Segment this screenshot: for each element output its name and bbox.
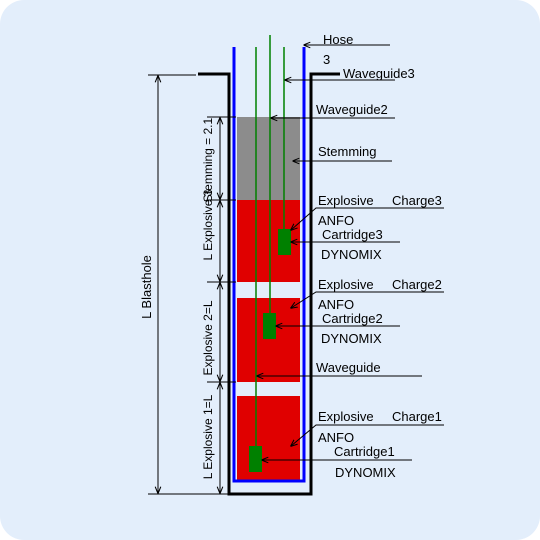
- cartridge3: [278, 229, 291, 255]
- borehole-wall: [198, 72, 340, 496]
- section-dimensions: [207, 116, 236, 495]
- hose: [232, 47, 306, 483]
- charge2-label: Charge2: [392, 277, 442, 292]
- explosive1-length-label: L Explosive 1=L: [201, 394, 215, 479]
- dynomix1-label: DYNOMIX: [335, 465, 396, 480]
- hose-number-label: 3: [323, 52, 330, 67]
- stemming-label: Stemming: [318, 144, 377, 159]
- waveguide3-label: Waveguide3: [343, 66, 415, 81]
- explosive-label-3: Explosive: [318, 193, 374, 208]
- anfo3-label: ANFO: [318, 213, 354, 228]
- waveguide2-label: Waveguide2: [316, 102, 388, 117]
- anfo2-label: ANFO: [318, 297, 354, 312]
- dynomix3-label: DYNOMIX: [321, 247, 382, 262]
- explosive2-length-label: Explosive 2=L: [201, 300, 215, 375]
- charge3-label: Charge3: [392, 193, 442, 208]
- stemming-length-label: Stemming = 2.1: [201, 117, 215, 202]
- explosive-label-1: Explosive: [318, 409, 374, 424]
- cartridge1-label: Cartridge1: [334, 444, 395, 459]
- anfo1-label: ANFO: [318, 430, 354, 445]
- cartridge1: [249, 446, 262, 472]
- cartridge2: [263, 313, 276, 339]
- stemming-section: [237, 117, 300, 200]
- hose-label: Hose: [323, 32, 353, 47]
- cartridge3-label: Cartridge3: [322, 227, 383, 242]
- explosive-charge2-section: [237, 298, 300, 382]
- dynomix2-label: DYNOMIX: [321, 331, 382, 346]
- leader-lines: [257, 45, 444, 460]
- explosive3-length-label: L Explosive 3: [201, 189, 215, 260]
- charge1-label: Charge1: [392, 409, 442, 424]
- explosive-charge1-section: [237, 396, 300, 480]
- explosive-label-2: Explosive: [318, 277, 374, 292]
- cartridge2-label: Cartridge2: [322, 311, 383, 326]
- blasthole-length-label: L Blasthole: [139, 255, 154, 319]
- waveguide-label: Waveguide: [316, 360, 381, 375]
